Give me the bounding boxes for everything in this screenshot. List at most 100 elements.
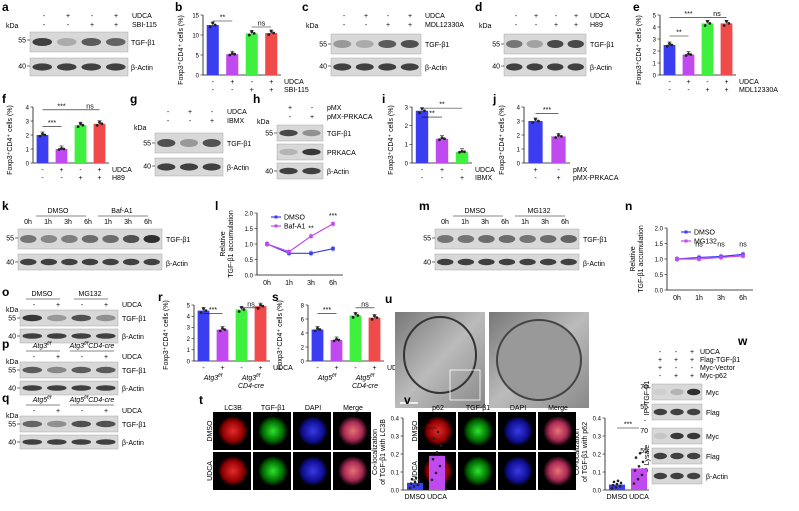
blot-band bbox=[22, 439, 43, 445]
blot-band bbox=[355, 63, 374, 71]
data-point bbox=[420, 107, 424, 111]
genotype-label: Atg3f/f bbox=[32, 341, 52, 350]
data-point bbox=[318, 328, 322, 331]
stained-cell bbox=[503, 456, 533, 486]
data-point bbox=[43, 133, 47, 137]
y-tick-label: 3 bbox=[405, 105, 409, 111]
blot-band bbox=[71, 314, 92, 322]
stained-cell bbox=[463, 456, 493, 486]
treatment-sign: + bbox=[220, 365, 224, 372]
treatment-sign: - bbox=[387, 13, 390, 20]
blot-band bbox=[333, 40, 352, 48]
series-marker bbox=[309, 251, 313, 256]
sig-label: ** bbox=[308, 225, 314, 232]
genotype-sup: f/f bbox=[84, 341, 89, 347]
data-point bbox=[316, 326, 319, 330]
treatment-sign: + bbox=[114, 22, 118, 29]
blot-actin-m bbox=[434, 253, 580, 271]
time-label: 1h bbox=[104, 219, 112, 226]
kda-label: kDa bbox=[6, 307, 19, 314]
band-core bbox=[560, 258, 577, 266]
data-point bbox=[375, 316, 379, 319]
stained-cell bbox=[463, 416, 493, 446]
mw-marker: 40 bbox=[6, 260, 14, 267]
y-tick-label: 0 bbox=[405, 161, 409, 167]
band-label: β-Actin bbox=[166, 261, 188, 268]
data-point bbox=[223, 328, 227, 332]
blot-band bbox=[560, 235, 577, 243]
bar bbox=[93, 123, 106, 163]
blot-band bbox=[157, 139, 176, 147]
data-point bbox=[221, 326, 224, 330]
treatment-sign: - bbox=[515, 22, 518, 29]
time-label: 0h bbox=[24, 219, 32, 226]
blot-band bbox=[355, 40, 374, 48]
band-core bbox=[539, 258, 557, 266]
treatment-sign: - bbox=[675, 365, 678, 372]
data-point bbox=[332, 339, 336, 343]
panel-letter-h: h bbox=[253, 92, 260, 106]
band-label: PRKACA bbox=[327, 150, 356, 157]
panel-letter-a: a bbox=[2, 0, 9, 14]
group-label: DMSO bbox=[48, 208, 70, 215]
blot-band bbox=[71, 385, 92, 391]
band-core bbox=[20, 258, 37, 266]
genotype-label: Atg3f/f bbox=[203, 373, 223, 382]
blot-band bbox=[670, 388, 684, 396]
blot-actin-a bbox=[29, 57, 129, 77]
y-axis-label: Foxp3⁺CD4⁺ cells (%) bbox=[636, 15, 643, 85]
x-tick-label: 1h bbox=[695, 295, 703, 302]
band-label: β-Actin bbox=[131, 65, 153, 72]
panel-letter-c: c bbox=[302, 0, 309, 14]
band-label: TGF-β1 bbox=[583, 237, 607, 244]
blot-actin-p bbox=[19, 380, 119, 396]
blot-band bbox=[81, 235, 99, 243]
data-point bbox=[272, 31, 276, 35]
data-point bbox=[687, 52, 690, 56]
genotype-gene: Atg5 bbox=[355, 375, 371, 382]
x-tick-label: DMSO bbox=[607, 494, 629, 501]
treatment-sign: + bbox=[674, 373, 678, 380]
blot-band bbox=[687, 452, 701, 460]
treatment-label: UDCA bbox=[132, 13, 152, 20]
blot-band bbox=[22, 333, 43, 339]
data-point bbox=[554, 136, 558, 139]
blot-band bbox=[478, 258, 495, 266]
blot-membrane bbox=[276, 143, 324, 161]
data-point bbox=[438, 464, 442, 468]
y-tick-label: 2.0 bbox=[655, 226, 664, 232]
data-point bbox=[432, 437, 436, 441]
treatment-sign: - bbox=[212, 87, 215, 94]
treatment-sign: + bbox=[97, 175, 101, 182]
y-tick-label: 1.0 bbox=[655, 257, 664, 263]
treatment-sign: + bbox=[188, 109, 192, 116]
treatment-sign: + bbox=[574, 13, 578, 20]
data-point bbox=[57, 148, 61, 151]
x-tick-label: 0h bbox=[263, 280, 271, 287]
band-label: TGF-β1 bbox=[227, 141, 251, 148]
treatment-sign: - bbox=[659, 373, 662, 380]
data-point bbox=[725, 19, 728, 23]
time-label: 1h bbox=[461, 219, 469, 226]
blot-band bbox=[302, 129, 321, 137]
stained-cell bbox=[543, 456, 573, 486]
treatment-sign: - bbox=[289, 114, 292, 121]
treatment-sign: + bbox=[705, 87, 709, 94]
x-tick-label: UDCA bbox=[629, 494, 649, 501]
y-tick-label: 2 bbox=[653, 49, 657, 55]
blot-band bbox=[457, 258, 475, 266]
data-point bbox=[536, 119, 540, 123]
data-point bbox=[670, 43, 674, 47]
genotype-sup: f/f bbox=[332, 373, 337, 379]
treatment-sign: + bbox=[250, 87, 254, 94]
y-axis-label: Relative bbox=[630, 246, 637, 271]
data-point bbox=[410, 477, 414, 481]
mw-marker: 40 bbox=[423, 260, 431, 267]
blot-w-2 bbox=[651, 427, 703, 445]
treatment-sign: + bbox=[690, 349, 694, 356]
band-label: Flag bbox=[706, 410, 720, 417]
band-core bbox=[457, 235, 475, 243]
blot-actin-h bbox=[276, 162, 324, 180]
band-core bbox=[653, 432, 667, 440]
